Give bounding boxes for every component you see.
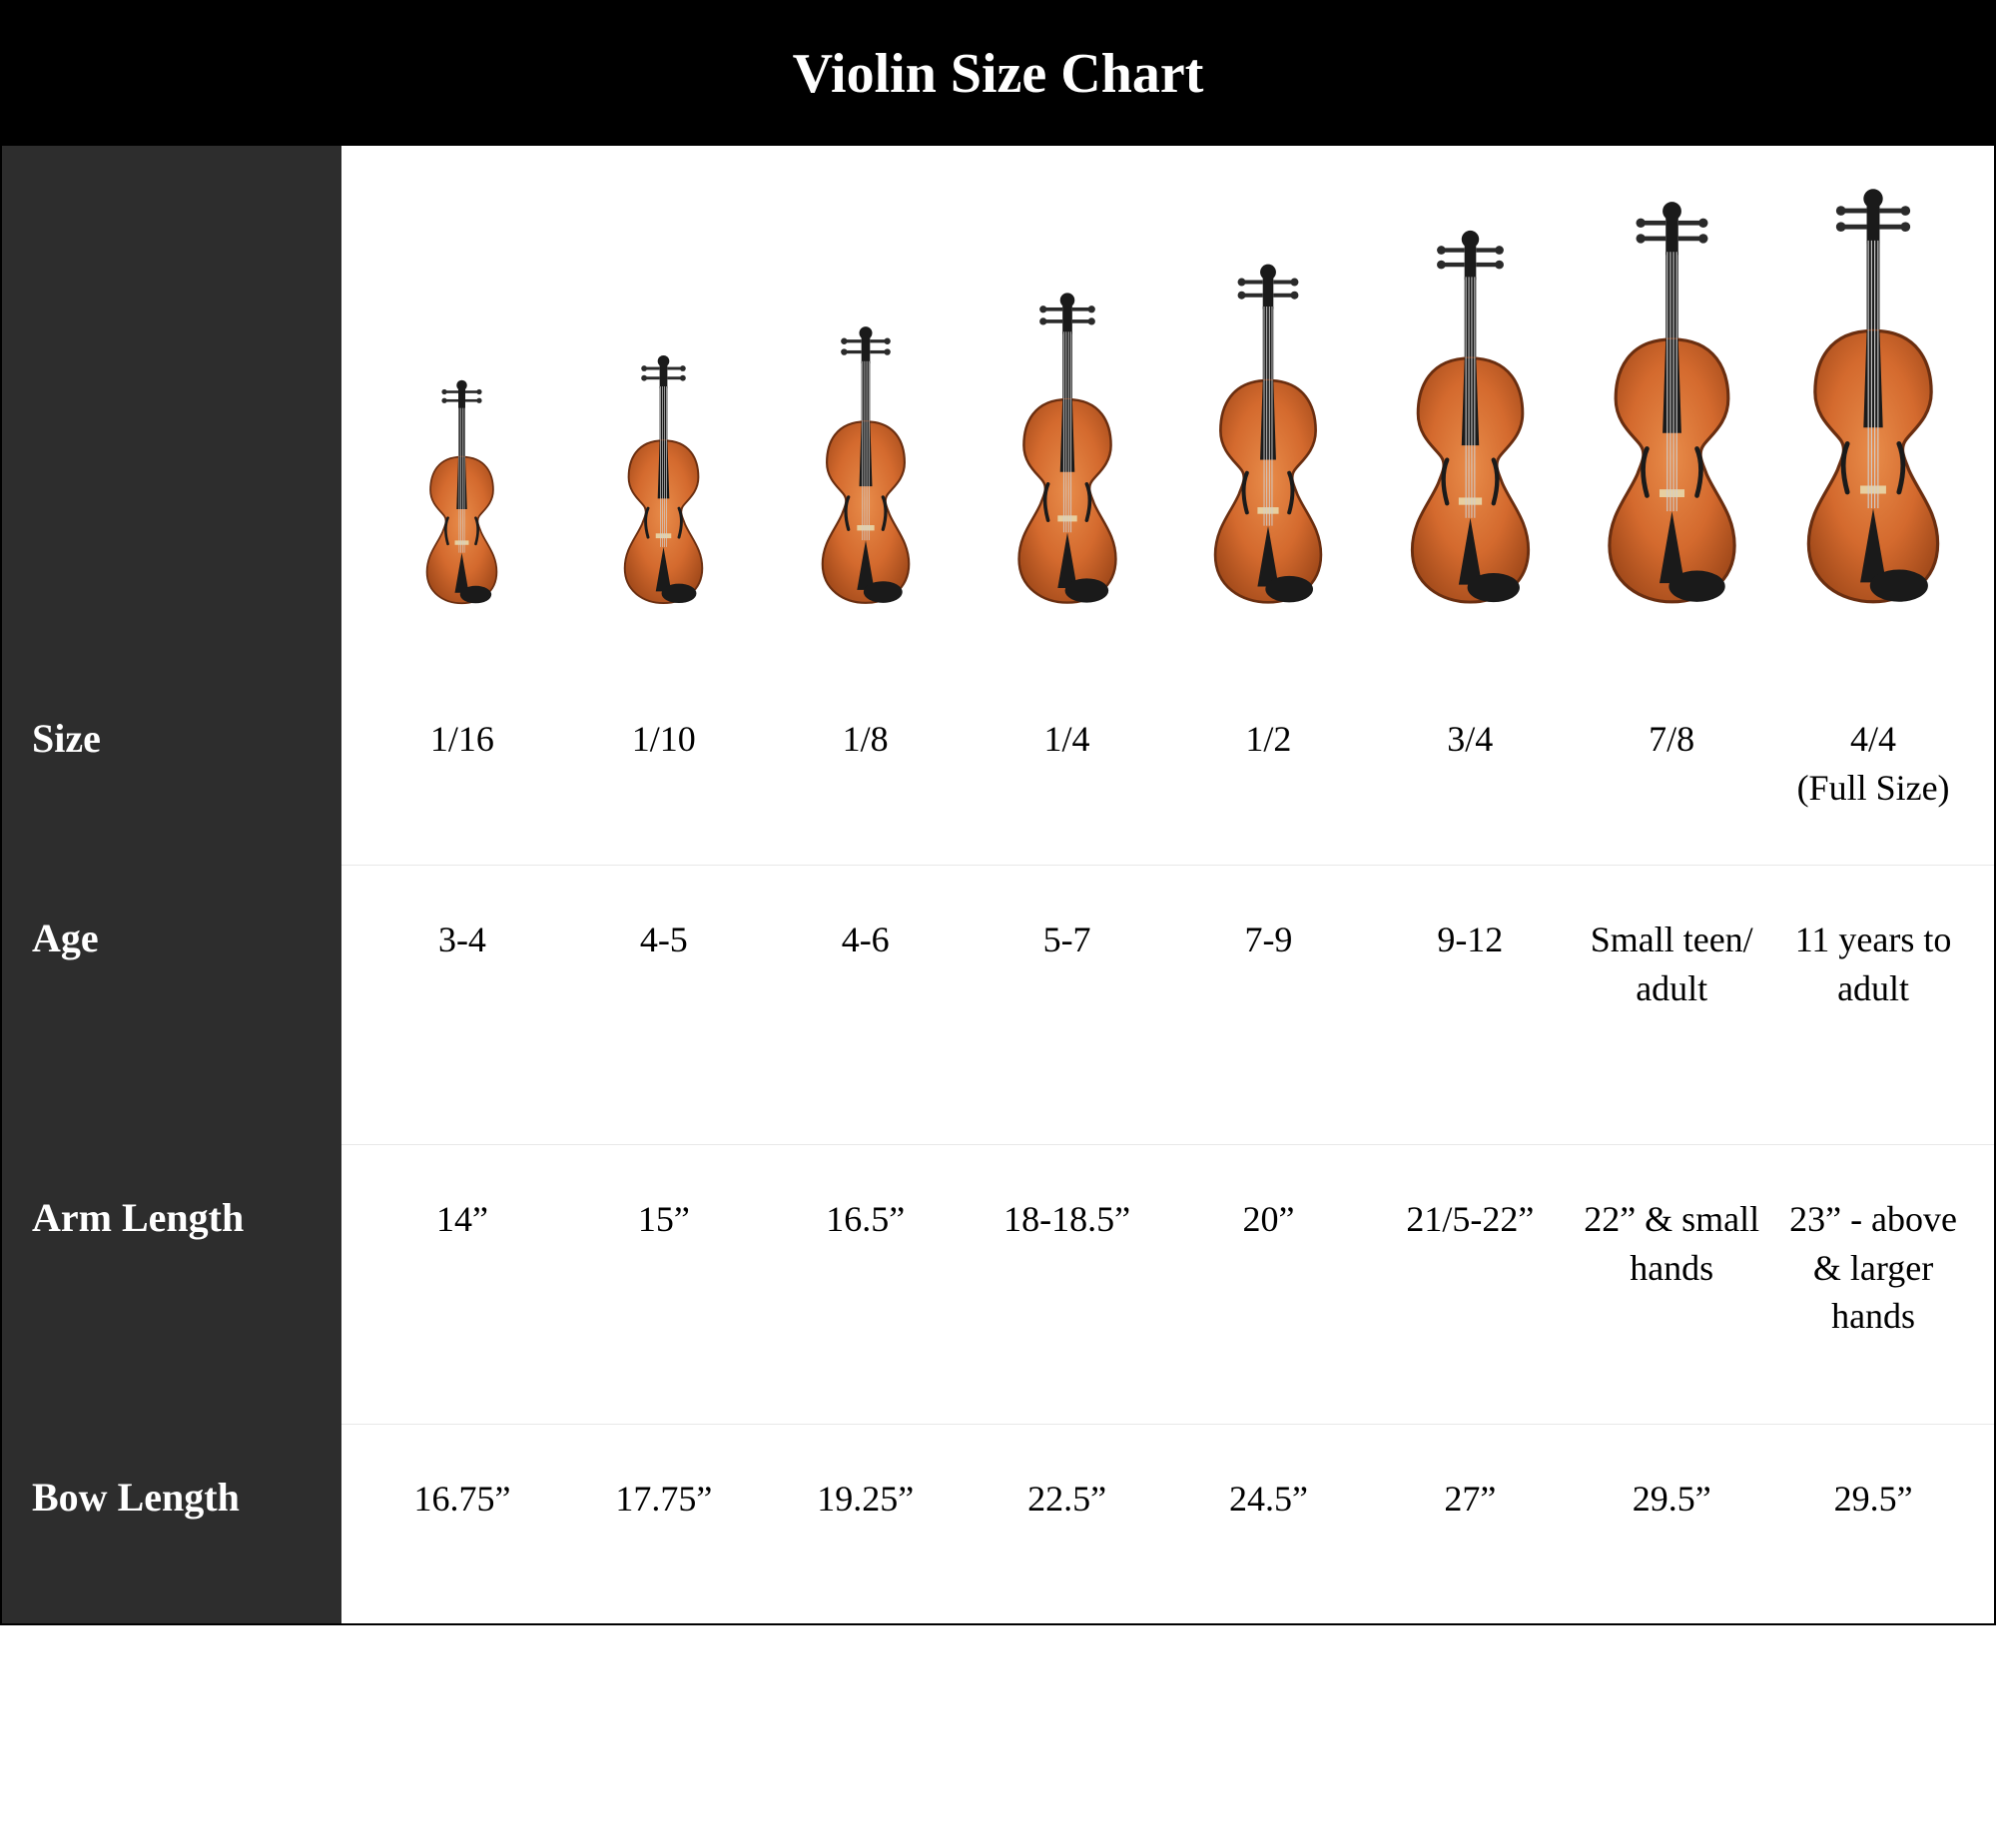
violin-icon [1199, 262, 1337, 605]
violin-image-row [341, 146, 1994, 665]
violin-icon [1004, 291, 1130, 605]
cell-arm-length: 22” & small hands [1571, 1195, 1772, 1292]
cell-size: 1/10 [563, 715, 765, 764]
cell-age: 7-9 [1168, 916, 1370, 964]
violin-image-1-16 [361, 378, 563, 605]
row-label-size: Size [2, 665, 341, 865]
violin-image-1-2 [1168, 262, 1370, 605]
cell-age: 4-6 [765, 916, 967, 964]
cell-size: 1/16 [361, 715, 563, 764]
violin-icon [810, 324, 922, 605]
cell-arm-length: 14” [361, 1195, 563, 1244]
cell-age: 11 years to adult [1772, 916, 1974, 1012]
violin-icon [1789, 186, 1957, 605]
header-spacer [2, 146, 341, 665]
cell-bow-length: 24.5” [1168, 1475, 1370, 1524]
cell-bow-length: 29.5” [1571, 1475, 1772, 1524]
data-row-bow-length: 16.75” 17.75” 19.25” 22.5” 24.5” 27” 29.… [341, 1424, 1994, 1623]
cell-arm-length: 20” [1168, 1195, 1370, 1244]
cell-arm-length: 18-18.5” [967, 1195, 1168, 1244]
cell-arm-length: 23” - above & larger hands [1772, 1195, 1974, 1341]
chart-title: Violin Size Chart [2, 2, 1994, 146]
data-row-size: 1/16 1/10 1/8 1/4 1/2 3/4 7/8 4/4 (Full … [341, 665, 1994, 865]
cell-age: 3-4 [361, 916, 563, 964]
cell-age: 4-5 [563, 916, 765, 964]
cell-size: 1/8 [765, 715, 967, 764]
violin-image-1-10 [563, 353, 765, 605]
violin-image-3-4 [1369, 228, 1571, 605]
cell-bow-length: 29.5” [1772, 1475, 1974, 1524]
cell-bow-length: 27” [1369, 1475, 1571, 1524]
row-label-bow-length: Bow Length [2, 1424, 341, 1623]
data-row-arm-length: 14” 15” 16.5” 18-18.5” 20” 21/5-22” 22” … [341, 1144, 1994, 1424]
row-headers-column: Size Age Arm Length Bow Length [2, 146, 341, 1623]
cell-arm-length: 21/5-22” [1369, 1195, 1571, 1244]
data-area: 1/16 1/10 1/8 1/4 1/2 3/4 7/8 4/4 (Full … [341, 146, 1994, 1623]
row-label-age: Age [2, 865, 341, 1144]
cell-age: Small teen/ adult [1571, 916, 1772, 1012]
cell-bow-length: 16.75” [361, 1475, 563, 1524]
chart-container: Violin Size Chart Size Age Arm Length Bo… [0, 0, 1996, 1625]
violin-icon [1591, 199, 1753, 605]
cell-age: 9-12 [1369, 916, 1571, 964]
violin-image-1-8 [765, 324, 967, 605]
violin-image-1-4 [967, 291, 1168, 605]
violin-icon [1395, 228, 1546, 605]
cell-size: 3/4 [1369, 715, 1571, 764]
violin-icon [613, 353, 714, 605]
cell-bow-length: 17.75” [563, 1475, 765, 1524]
violin-image-4-4 [1772, 186, 1974, 605]
chart-body: Size Age Arm Length Bow Length [2, 146, 1994, 1623]
cell-bow-length: 22.5” [967, 1475, 1168, 1524]
cell-size: 7/8 [1571, 715, 1772, 764]
cell-arm-length: 16.5” [765, 1195, 967, 1244]
cell-bow-length: 19.25” [765, 1475, 967, 1524]
cell-age: 5-7 [967, 916, 1168, 964]
data-row-age: 3-4 4-5 4-6 5-7 7-9 9-12 Small teen/ adu… [341, 865, 1994, 1144]
violin-icon [416, 378, 507, 605]
violin-image-7-8 [1571, 199, 1772, 605]
cell-size: 4/4 (Full Size) [1772, 715, 1974, 812]
cell-arm-length: 15” [563, 1195, 765, 1244]
cell-size: 1/4 [967, 715, 1168, 764]
row-label-arm-length: Arm Length [2, 1144, 341, 1424]
cell-size: 1/2 [1168, 715, 1370, 764]
